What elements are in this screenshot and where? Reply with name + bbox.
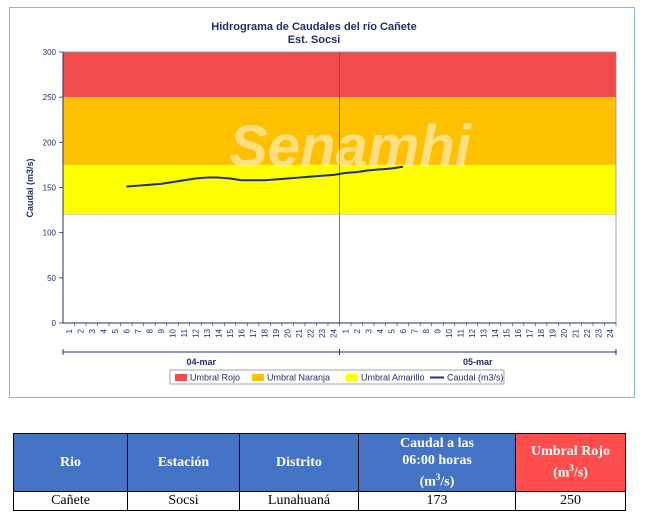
x-tick-label: 1 [341,328,350,333]
x-tick-label: 5 [387,328,396,333]
x-tick-label: 20 [284,328,293,337]
header-rio: Rio [13,433,128,492]
y-tick-label: 100 [43,229,57,238]
x-tick-label: 16 [238,328,247,337]
y-tick-label: 0 [52,319,57,328]
table-header-row: Rio Estación Distrito Caudal a las 06:00… [13,433,626,492]
x-tick-label: 24 [606,328,615,337]
x-tick-label: 18 [261,328,270,337]
x-tick-label: 3 [364,328,373,333]
x-tick-label: 3 [88,328,97,333]
x-tick-label: 14 [491,328,500,337]
x-tick-label: 24 [330,328,339,337]
x-tick-label: 18 [537,328,546,337]
x-tick-label: 19 [272,328,281,337]
cell-distrito: Lunahuaná [239,491,359,511]
x-tick-label: 8 [422,328,431,333]
x-tick-label: 5 [111,328,120,333]
x-tick-label: 6 [399,328,408,333]
x-tick-label: 7 [410,328,419,333]
cell-estacion: Socsi [127,491,240,511]
header-distrito: Distrito [239,433,359,492]
y-axis-label: Caudal (m3/s) [25,158,35,217]
x-tick-label: 9 [157,328,166,333]
y-tick-label: 50 [47,274,56,283]
x-tick-label: 19 [549,328,558,337]
table-row: Cañete Socsi Lunahuaná 173 250 [13,491,626,511]
chart-title: Hidrograma de Caudales del río Cañete [211,21,416,33]
x-tick-label: 13 [203,328,212,337]
legend-swatch [175,374,187,381]
x-tick-label: 8 [145,328,154,333]
x-tick-label: 15 [226,328,235,337]
x-tick-label: 17 [249,328,258,337]
x-tick-label: 14 [215,328,224,337]
x-tick-label: 1 [65,328,74,333]
x-tick-label: 9 [433,328,442,333]
cell-caudal: 173 [358,491,516,511]
y-tick-label: 250 [43,93,57,102]
x-tick-label: 7 [134,328,143,333]
x-tick-label: 13 [480,328,489,337]
x-tick-label: 2 [353,328,362,333]
x-tick-label: 17 [526,328,535,337]
x-tick-label: 12 [191,328,200,337]
header-caudal: Caudal a las 06:00 horas (m3/s) [358,433,516,492]
hydrograph-chart: Hidrograma de Caudales del río Cañete Es… [25,21,617,385]
x-tick-label: 21 [572,328,581,337]
header-estacion: Estación [127,433,240,492]
cell-rio: Cañete [13,491,128,511]
legend-label: Caudal (m3/s) [447,373,504,383]
x-tick-label: 22 [583,328,592,337]
y-tick-label: 150 [43,184,57,193]
legend-label: Umbral Naranja [267,373,330,383]
x-tick-label: 21 [295,328,304,337]
legend-label: Umbral Rojo [190,373,240,383]
x-tick-label: 23 [318,328,327,337]
chart-frame: Hidrograma de Caudales del río Cañete Es… [9,7,635,398]
y-tick-label: 300 [43,48,57,57]
cell-umbral: 250 [515,491,626,511]
x-tick-label: 20 [560,328,569,337]
y-tick-label: 200 [43,138,57,147]
chart-subtitle: Est. Socsi [288,34,341,46]
x-tick-label: 4 [376,328,385,333]
day-label: 05-mar [463,357,493,367]
legend-swatch [346,374,358,381]
legend-swatch [252,374,264,381]
x-tick-label: 11 [456,328,465,337]
x-tick-label: 10 [445,328,454,337]
header-umbral-rojo: Umbral Rojo (m3/s) [515,433,626,492]
day-label: 04-mar [186,357,216,367]
x-tick-label: 23 [595,328,604,337]
station-info-table: Rio Estación Distrito Caudal a las 06:00… [13,433,626,511]
x-tick-label: 12 [468,328,477,337]
senamhi-watermark: Senamhi [229,114,473,179]
x-tick-label: 15 [503,328,512,337]
x-tick-label: 6 [122,328,131,333]
x-tick-label: 2 [76,328,85,333]
x-tick-label: 22 [307,328,316,337]
x-tick-label: 11 [180,328,189,337]
x-tick-label: 4 [99,328,108,333]
legend-label: Umbral Amarillo [361,373,425,383]
series-line-0 [126,165,404,188]
x-tick-label: 16 [514,328,523,337]
x-tick-label: 10 [168,328,177,337]
